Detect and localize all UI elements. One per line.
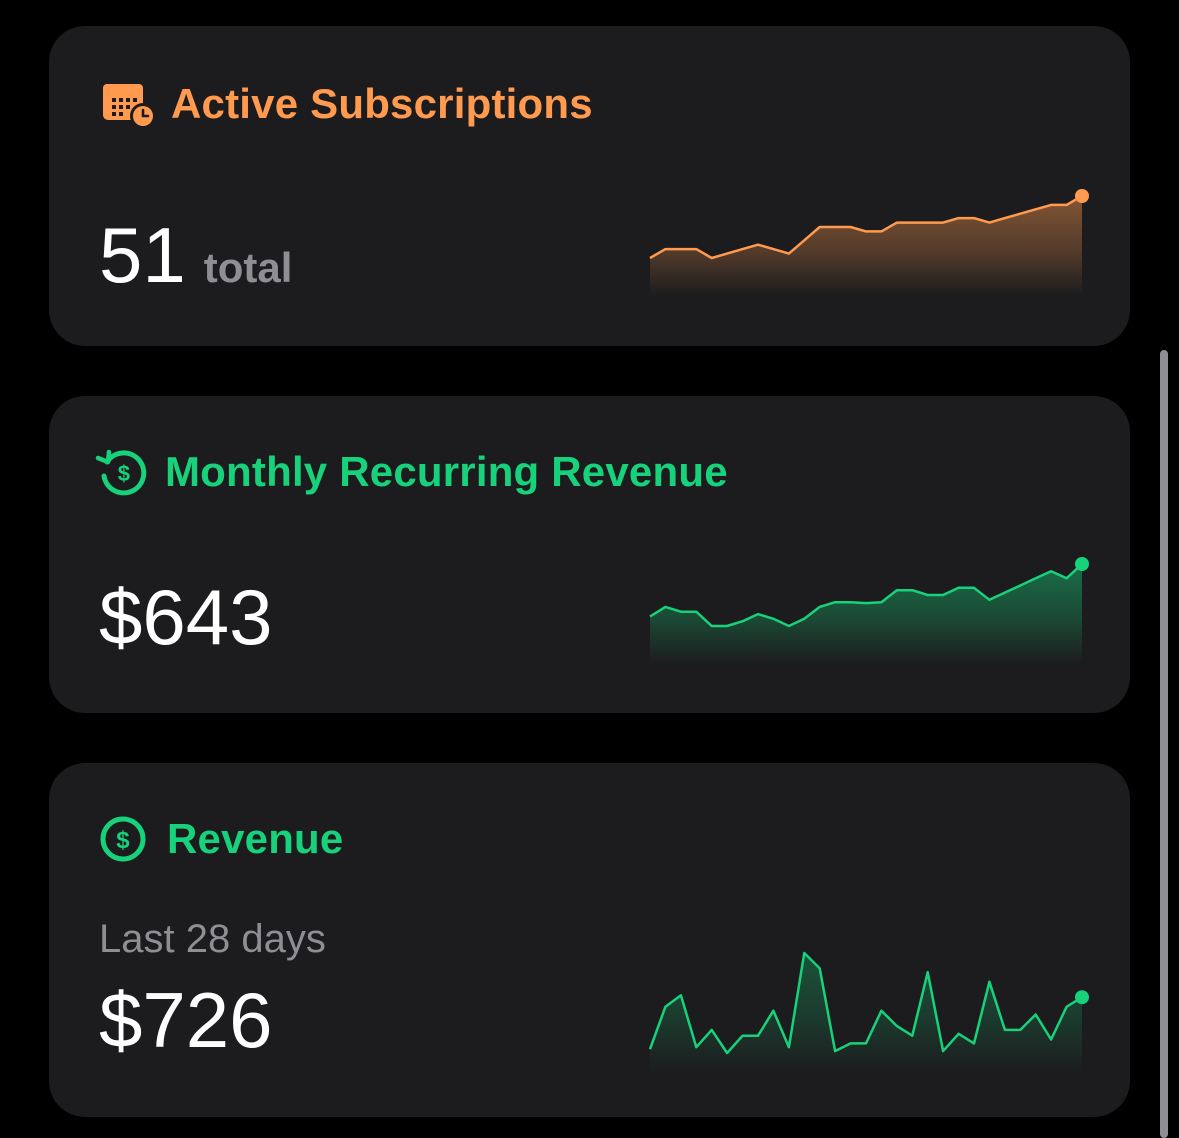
- revenue-card[interactable]: $ Revenue Last 28 days $726: [49, 763, 1130, 1117]
- mrr-sparkline: [649, 534, 1089, 664]
- svg-text:$: $: [116, 827, 130, 854]
- value-number: 51: [99, 211, 186, 299]
- calendar-clock-icon: [101, 76, 157, 132]
- value-unit: total: [203, 244, 293, 291]
- card-title-text: Monthly Recurring Revenue: [165, 448, 728, 495]
- recurring-dollar-icon: $: [95, 444, 151, 500]
- card-title: $ Revenue: [97, 811, 343, 867]
- card-title-text: Active Subscriptions: [171, 80, 593, 127]
- card-title: $ Monthly Recurring Revenue: [95, 444, 728, 500]
- active-subscriptions-card[interactable]: Active Subscriptions 51 total: [49, 26, 1130, 346]
- card-title-text: Revenue: [167, 815, 344, 862]
- revenue-value: $726: [99, 976, 273, 1064]
- sparkline-line: [649, 194, 1083, 260]
- sparkline-area: [650, 196, 1082, 296]
- dollar-circle-icon: $: [97, 811, 153, 867]
- active-subscriptions-value: 51 total: [99, 216, 292, 294]
- card-title: Active Subscriptions: [101, 76, 593, 132]
- subscriptions-sparkline: [649, 166, 1089, 296]
- revenue-period-caption: Last 28 days: [99, 917, 326, 961]
- sparkline-endpoint: [1075, 189, 1089, 203]
- sparkline-area: [650, 564, 1082, 664]
- mrr-card[interactable]: $ Monthly Recurring Revenue $643: [49, 396, 1130, 713]
- sparkline-endpoint: [1075, 557, 1089, 571]
- revenue-sparkline: [648, 943, 1089, 1073]
- sparkline-area: [650, 953, 1082, 1073]
- sparkline-line: [649, 563, 1083, 628]
- sparkline-endpoint: [1075, 990, 1089, 1005]
- sparkline-line: [648, 951, 1083, 1055]
- svg-text:$: $: [118, 461, 130, 486]
- mrr-value: $643: [99, 573, 273, 661]
- scrollbar[interactable]: [1160, 350, 1168, 1138]
